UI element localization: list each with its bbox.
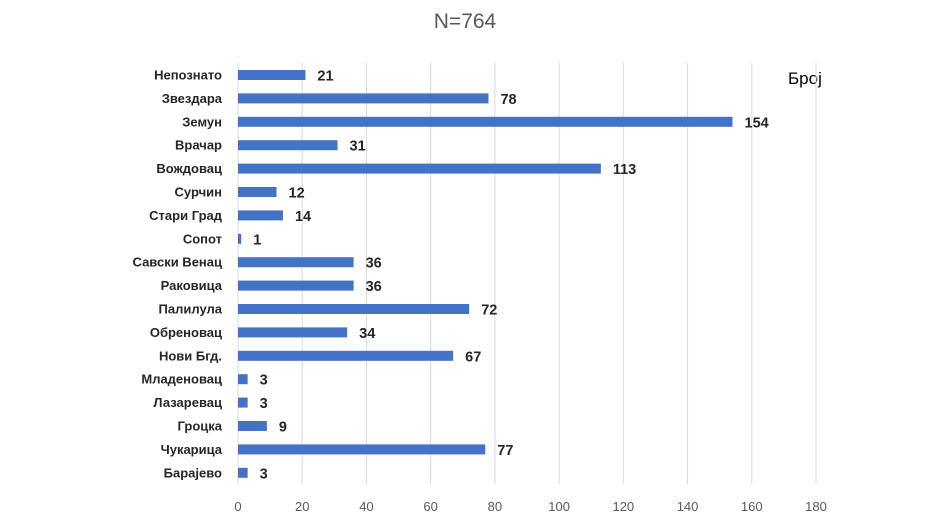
value-label: 12 bbox=[289, 186, 305, 202]
value-label: 1 bbox=[253, 232, 261, 248]
category-label: Палилула bbox=[159, 302, 223, 317]
value-label: 31 bbox=[350, 139, 366, 155]
bar bbox=[238, 70, 306, 80]
bar bbox=[238, 397, 248, 408]
x-tick-label: 140 bbox=[677, 499, 699, 514]
value-label: 154 bbox=[745, 115, 769, 131]
category-label: Гроцка bbox=[178, 419, 223, 434]
bar bbox=[238, 304, 470, 314]
bar bbox=[238, 187, 277, 197]
x-tick-label: 20 bbox=[295, 499, 309, 514]
category-label: Барајево bbox=[164, 465, 222, 480]
bar bbox=[238, 116, 733, 127]
category-label: Стари Град bbox=[149, 208, 223, 223]
category-label: Нови Бгд. bbox=[159, 348, 222, 363]
category-label: Лазаревац bbox=[153, 395, 222, 410]
category-label: Раковица bbox=[161, 278, 223, 293]
value-label: 34 bbox=[359, 326, 375, 342]
x-tick-label: 100 bbox=[548, 499, 570, 514]
bar bbox=[238, 140, 338, 151]
bar bbox=[238, 467, 248, 478]
x-tick-label: 40 bbox=[359, 499, 373, 514]
bar bbox=[238, 280, 354, 291]
gridlines bbox=[237, 63, 817, 484]
bar bbox=[238, 163, 601, 174]
bar bbox=[238, 327, 348, 338]
category-label: Сурчин bbox=[175, 185, 222, 200]
category-label: Сопот bbox=[183, 231, 222, 246]
category-label: Врачар bbox=[175, 138, 222, 153]
value-label: 67 bbox=[465, 349, 481, 365]
bar bbox=[238, 233, 242, 244]
x-tick-label: 0 bbox=[234, 499, 241, 514]
value-label: 3 bbox=[260, 373, 268, 389]
value-label: 78 bbox=[500, 92, 516, 108]
category-label: Земун bbox=[182, 114, 222, 129]
bar bbox=[238, 93, 489, 104]
value-label: 3 bbox=[260, 396, 268, 412]
legend-label: Број bbox=[788, 69, 822, 88]
value-label: 113 bbox=[613, 162, 636, 178]
category-label: Непознато bbox=[154, 68, 222, 83]
value-label: 72 bbox=[481, 303, 497, 319]
category-label: Звездара bbox=[162, 91, 223, 106]
bar bbox=[238, 257, 354, 268]
bar bbox=[238, 350, 454, 361]
bar bbox=[238, 374, 248, 385]
value-label: 21 bbox=[317, 69, 333, 85]
category-label: Савски Венац bbox=[133, 255, 222, 270]
bar bbox=[238, 210, 283, 221]
x-tick-label: 120 bbox=[612, 499, 634, 514]
x-tick-label: 160 bbox=[741, 499, 763, 514]
chart-title: N=764 bbox=[433, 10, 497, 33]
bar bbox=[238, 421, 267, 431]
value-label: 36 bbox=[366, 256, 382, 272]
value-label: 3 bbox=[260, 466, 268, 482]
value-label: 77 bbox=[497, 443, 513, 459]
x-tick-label: 80 bbox=[488, 499, 502, 514]
x-tick-label: 180 bbox=[805, 499, 827, 514]
category-label: Младеновац bbox=[141, 372, 222, 387]
x-tick-label: 60 bbox=[423, 499, 437, 514]
value-label: 36 bbox=[366, 279, 382, 295]
category-label: Чукарица bbox=[161, 442, 223, 457]
category-label: Вождовац bbox=[156, 161, 222, 176]
value-label: 14 bbox=[295, 209, 311, 225]
value-label: 9 bbox=[279, 420, 287, 436]
labels: 0 20 40 60 80 100 120 140 160 180 Непознато 21 Звезд… bbox=[133, 68, 827, 515]
bars bbox=[238, 70, 733, 478]
bar bbox=[238, 444, 486, 455]
category-label: Обреновац bbox=[150, 325, 222, 340]
